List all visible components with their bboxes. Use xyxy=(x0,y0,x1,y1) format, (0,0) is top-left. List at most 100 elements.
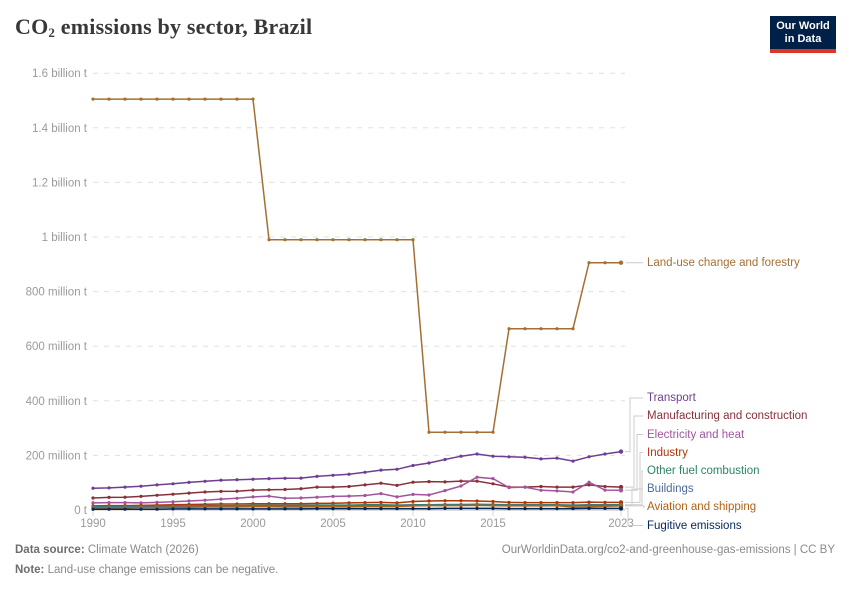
data-point[interactable] xyxy=(379,500,383,504)
data-point[interactable] xyxy=(219,507,223,511)
data-point[interactable] xyxy=(443,430,447,434)
data-point[interactable] xyxy=(555,507,559,511)
data-point[interactable] xyxy=(459,454,463,458)
legend-label-buildings[interactable]: Buildings xyxy=(647,483,694,495)
data-point[interactable] xyxy=(363,501,367,505)
data-point[interactable] xyxy=(523,504,527,508)
data-point[interactable] xyxy=(347,507,351,511)
data-point[interactable] xyxy=(251,97,255,101)
data-point[interactable] xyxy=(523,507,527,511)
legend-label-manufacturing-and-construction[interactable]: Manufacturing and construction xyxy=(647,410,808,422)
data-point[interactable] xyxy=(603,452,607,456)
data-point[interactable] xyxy=(299,238,303,242)
data-point[interactable] xyxy=(379,507,383,511)
data-point[interactable] xyxy=(331,473,335,477)
data-point[interactable] xyxy=(363,238,367,242)
data-point[interactable] xyxy=(443,499,447,503)
data-point[interactable] xyxy=(571,327,575,331)
data-point[interactable] xyxy=(139,494,143,498)
data-point[interactable] xyxy=(475,452,479,456)
data-point[interactable] xyxy=(363,470,367,474)
data-point[interactable] xyxy=(411,238,415,242)
data-point[interactable] xyxy=(411,499,415,504)
data-point[interactable] xyxy=(507,500,511,504)
data-point[interactable] xyxy=(251,477,255,481)
data-point[interactable] xyxy=(571,485,575,489)
legend-label-fugitive-emissions[interactable]: Fugitive emissions xyxy=(647,519,742,532)
data-point[interactable] xyxy=(267,488,271,492)
data-point[interactable] xyxy=(171,507,175,511)
data-point[interactable] xyxy=(618,488,624,493)
data-point[interactable] xyxy=(507,504,511,508)
data-point[interactable] xyxy=(91,507,95,511)
data-point[interactable] xyxy=(587,500,591,504)
legend-label-other-fuel-combustion[interactable]: Other fuel combustion xyxy=(647,465,760,477)
data-point[interactable] xyxy=(395,495,399,499)
data-point[interactable] xyxy=(618,484,624,490)
series-line-electricity-and-heat[interactable] xyxy=(92,476,622,504)
data-point[interactable] xyxy=(315,495,319,499)
data-point[interactable] xyxy=(491,482,495,486)
data-point[interactable] xyxy=(363,483,367,487)
data-point[interactable] xyxy=(155,507,159,511)
data-point[interactable] xyxy=(171,482,175,486)
data-point[interactable] xyxy=(587,261,591,265)
data-point[interactable] xyxy=(411,463,415,468)
data-point[interactable] xyxy=(123,485,127,489)
data-point[interactable] xyxy=(427,507,431,511)
data-point[interactable] xyxy=(539,504,543,508)
legend-label-industry[interactable]: Industry xyxy=(647,446,688,459)
data-point[interactable] xyxy=(395,238,399,242)
data-point[interactable] xyxy=(91,501,95,505)
data-point[interactable] xyxy=(219,478,223,482)
data-point[interactable] xyxy=(315,474,319,478)
series-line-transport[interactable] xyxy=(92,450,622,489)
data-point[interactable] xyxy=(139,484,143,488)
data-point[interactable] xyxy=(618,449,624,454)
data-point[interactable] xyxy=(139,501,143,505)
data-point[interactable] xyxy=(491,430,495,434)
data-point[interactable] xyxy=(523,501,527,505)
data-point[interactable] xyxy=(603,484,607,489)
data-point[interactable] xyxy=(219,497,223,501)
data-point[interactable] xyxy=(475,506,479,510)
data-point[interactable] xyxy=(475,479,479,483)
series-line-aviation-and-shipping[interactable] xyxy=(93,504,622,509)
data-point[interactable] xyxy=(411,480,415,484)
data-point[interactable] xyxy=(603,504,607,508)
data-point[interactable] xyxy=(603,261,607,265)
data-point[interactable] xyxy=(283,238,287,242)
data-point[interactable] xyxy=(603,500,607,504)
data-point[interactable] xyxy=(475,503,479,507)
data-point[interactable] xyxy=(571,501,575,505)
data-point[interactable] xyxy=(507,327,511,331)
data-point[interactable] xyxy=(587,455,591,459)
data-point[interactable] xyxy=(539,457,543,461)
series-line-manufacturing-and-construction[interactable] xyxy=(92,480,622,499)
data-point[interactable] xyxy=(203,479,207,483)
data-point[interactable] xyxy=(299,496,303,500)
data-point[interactable] xyxy=(427,499,431,503)
data-point[interactable] xyxy=(587,483,591,487)
data-point[interactable] xyxy=(123,97,127,101)
series-line-fugitive-emissions[interactable] xyxy=(93,507,621,510)
data-point[interactable] xyxy=(523,455,527,459)
data-point[interactable] xyxy=(235,478,239,482)
data-point[interactable] xyxy=(347,238,351,242)
data-point[interactable] xyxy=(427,504,431,508)
data-point[interactable] xyxy=(331,507,335,511)
data-point[interactable] xyxy=(331,494,335,498)
data-point[interactable] xyxy=(171,97,175,101)
data-point[interactable] xyxy=(107,486,111,490)
data-point[interactable] xyxy=(555,456,559,460)
data-point[interactable] xyxy=(459,479,463,483)
data-point[interactable] xyxy=(235,489,239,493)
data-point[interactable] xyxy=(555,504,559,508)
data-point[interactable] xyxy=(283,496,287,500)
data-point[interactable] xyxy=(427,493,431,497)
data-point[interactable] xyxy=(187,480,191,484)
data-point[interactable] xyxy=(618,260,624,265)
data-point[interactable] xyxy=(587,506,591,510)
data-point[interactable] xyxy=(171,492,175,496)
data-point[interactable] xyxy=(155,97,159,101)
